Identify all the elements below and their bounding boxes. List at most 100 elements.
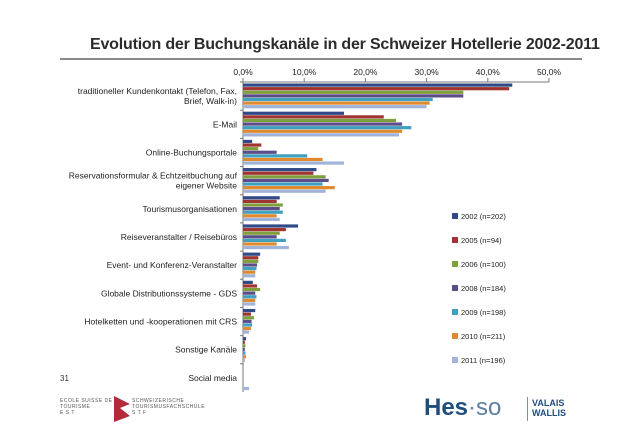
bar [243,90,464,94]
x-tick-label: 30,0% [415,67,440,77]
bar [243,326,251,331]
legend-label: 2011 (n=196) [461,356,506,365]
bar [243,147,259,151]
bar [243,274,256,278]
bar [243,347,245,352]
bar [243,228,286,232]
bar [243,175,326,179]
bar [243,203,283,207]
bar [243,105,427,109]
legend-swatch [452,261,458,267]
school-name-de-suffix: S T F [132,410,147,416]
bar [243,340,245,344]
school-name-fr-suffix: E S T [60,410,75,416]
bar [243,207,280,211]
category-label: eigener Website [176,181,238,191]
category-label: Online-Buchungsportale [146,147,237,157]
bar [243,122,403,126]
category-label: Brief, Walk-in) [184,96,237,106]
bar [243,291,256,295]
legend-label: 2010 (n=211) [461,332,506,341]
so-logo-text: ·so [468,394,502,421]
bar [243,157,323,162]
bar [243,238,286,242]
bar [243,139,253,144]
category-label: Reservationsformular & Echtzeitbuchung a… [69,171,238,181]
legend-swatch [452,237,458,243]
school-name-de-text: SCHWEIZERISCHE TOURISMUSFACHSCHULE [132,398,206,410]
category-label: Globale Distributionssysteme - GDS [101,288,237,298]
category-label: traditioneller Kundenkontakt (Telefon, F… [78,86,237,96]
page-number: 31 [60,374,69,383]
legend-swatch [452,333,458,339]
bar [243,143,262,147]
x-tick-label: 10,0% [292,67,317,77]
bar [243,101,430,105]
bar [243,189,326,193]
bar [243,270,256,274]
valais-text: VALAIS [532,398,565,408]
bar [243,224,299,228]
x-tick-label: 40,0% [476,67,501,77]
category-label: E-Mail [213,119,237,129]
bar [243,231,280,235]
bar [243,351,246,355]
bar [243,186,335,190]
legend-label: 2006 (n=100) [461,260,506,269]
bar [243,280,253,284]
bar [243,214,277,218]
bar [243,312,251,316]
bar [243,178,329,183]
bar [243,246,289,250]
bar [243,217,280,222]
bar [243,256,259,260]
hes-so-logo: Hes·so [424,394,501,422]
bar [243,252,261,256]
bar [243,196,280,200]
bar [243,235,277,239]
title-underline [60,58,582,60]
bar [243,330,250,334]
legend-label: 2005 (n=94) [461,236,502,245]
bar [243,242,277,246]
bar [243,319,252,323]
bar [243,266,257,271]
legend-swatch [452,309,458,315]
bar [243,358,245,362]
bar [243,308,256,313]
school-logo-mark [114,396,130,422]
category-label: Reiseveranstalter / Reisebüros [121,232,237,242]
x-tick-label: 20,0% [353,67,378,77]
valais-wallis-logo: VALAIS WALLIS [532,398,566,418]
chart-title: Evolution der Buchungskanäle in der Schw… [90,36,600,53]
bar [243,129,403,133]
category-label: Event- und Konferenz-Veranstalter [107,260,238,270]
legend-swatch [452,357,458,363]
hes-logo-text: Hes [424,394,469,421]
legend-swatch [452,213,458,219]
bar [243,94,464,98]
bar [243,161,344,165]
bar [243,344,246,348]
bar [243,210,283,214]
bar [243,133,400,137]
category-label: Hotelketten und -kooperationen mit CRS [84,317,237,327]
bar [243,259,259,263]
legend-swatch [452,285,458,291]
x-tick-label: 50,0% [537,67,562,77]
bar [243,298,256,302]
bar [243,263,258,267]
bar [243,126,412,130]
bar [243,182,323,186]
wallis-text: WALLIS [532,408,566,418]
x-tick-label: 0,0% [233,67,253,77]
category-label: Social media [188,373,237,383]
category-label: Tourismusorganisationen [143,204,238,214]
bar [243,168,317,172]
bar [243,199,277,204]
bar [243,115,384,119]
legend-label: 2009 (n=198) [461,308,506,317]
legend-label: 2002 (n=202) [461,212,506,221]
school-name-fr-text: ECOLE SUISSE DE TOURISME [60,398,113,410]
